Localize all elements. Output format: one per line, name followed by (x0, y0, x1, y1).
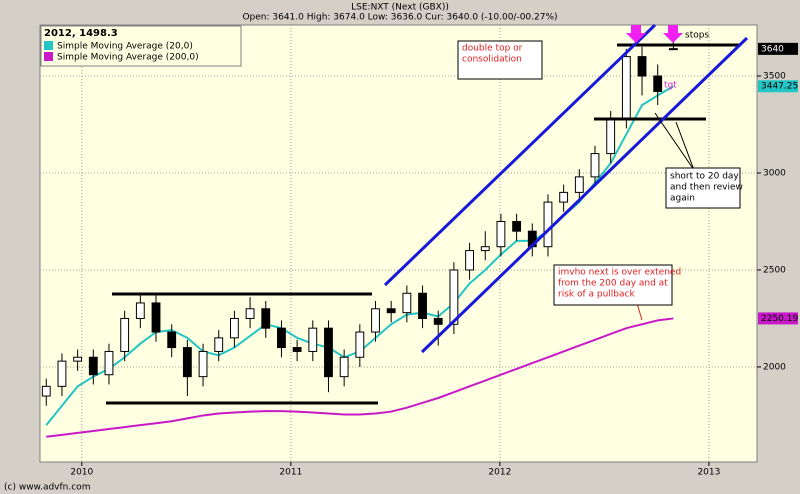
last-value-box (758, 42, 798, 55)
candle-body (402, 292, 412, 314)
y-tick-label: 3000 (763, 168, 786, 178)
candle-body (418, 292, 427, 319)
channel-upper (383, 23, 657, 287)
candle-body (574, 176, 584, 193)
y-tick-label: 2000 (763, 362, 786, 372)
annotation-text: again (670, 194, 695, 204)
pointer (675, 121, 695, 171)
candle-body (41, 385, 51, 397)
legend-swatch (44, 52, 53, 61)
legend-label: Simple Moving Average (200,0) (57, 53, 199, 63)
annotation-box (665, 167, 741, 209)
sma-line (46, 317, 674, 438)
annotation-text: consolidation (462, 55, 522, 65)
annotation-text: and then review (670, 183, 743, 193)
candle-body (512, 220, 522, 232)
candle-body (167, 331, 177, 349)
candle-body (292, 347, 302, 352)
x-tick-label: 2010 (70, 468, 93, 478)
candle-body (120, 317, 130, 352)
plot: 2000 2500 3000 3500 2010 2011 2012 2013 (40, 25, 786, 478)
annotation-text: stops (685, 31, 709, 41)
candle-body (151, 302, 161, 333)
y-tick-label: 3500 (763, 72, 786, 82)
candle-body (73, 356, 83, 362)
candle-body (214, 337, 224, 352)
candle-body (277, 327, 286, 349)
candle-body (465, 250, 474, 271)
pointer (654, 112, 695, 171)
candle-body (229, 317, 239, 339)
candle-body (653, 75, 663, 93)
candle-body (182, 347, 192, 378)
candle-body (57, 360, 67, 387)
candle-body (590, 153, 600, 178)
candle-body (245, 308, 255, 319)
annotation-text: double top or (462, 44, 523, 54)
candle-body (621, 56, 631, 120)
candle-body (668, 48, 678, 51)
x-tick-label: 2013 (697, 468, 720, 478)
candle-body (88, 356, 98, 376)
candle-body (606, 118, 616, 155)
candle-body (637, 56, 647, 77)
candle-body (480, 246, 490, 252)
candle-body (135, 302, 145, 319)
arrow (663, 25, 683, 43)
candle-body (433, 317, 443, 325)
candle-body (261, 308, 271, 329)
candle-body (386, 308, 396, 314)
y-tick-label: 2500 (763, 265, 786, 275)
arrow (626, 25, 646, 43)
footer: (c) www.advfn.com (4, 483, 90, 493)
annotation-box (553, 264, 673, 306)
last-value-label: 2250.19 (761, 314, 798, 324)
last-value-label: 3447.25 (761, 82, 798, 92)
annotation-box (457, 40, 543, 80)
candle-body (104, 350, 114, 376)
annotation-text: short to 20 day (670, 172, 739, 182)
chart-title: LSE:NXT (Next (GBX)) (351, 3, 449, 13)
candle-body (559, 191, 569, 203)
candle-body (449, 269, 459, 325)
candle-body (324, 327, 333, 378)
annotation-text: imvho next is over extened (558, 268, 681, 278)
x-tick-label: 2012 (488, 468, 511, 478)
legend-swatch (44, 41, 53, 50)
candle-body (355, 331, 365, 358)
candle-body (308, 327, 318, 352)
candle-body (371, 308, 380, 333)
annotation-text: risk of a pullback (558, 290, 635, 300)
candle-body (496, 220, 506, 248)
candle-body (339, 356, 349, 378)
last-value-box (758, 312, 798, 325)
plot-area (39, 24, 758, 463)
annotation-text: from the 200 day and at (558, 279, 668, 289)
legend-label: Simple Moving Average (20,0) (57, 42, 193, 52)
candle-body (198, 350, 208, 378)
last-value-box (758, 80, 798, 93)
x-tick-label: 2011 (279, 468, 302, 478)
legend-box (40, 25, 242, 67)
channel-lower (420, 36, 749, 354)
legend-title: 2012, 1498.3 (44, 28, 118, 39)
candle-body (543, 201, 553, 248)
chart-subtitle: Open: 3641.0 High: 3674.0 Low: 3636.0 Cu… (242, 13, 557, 23)
last-value-label: 3640 (761, 44, 784, 54)
annotation-text: tgt (664, 81, 677, 91)
